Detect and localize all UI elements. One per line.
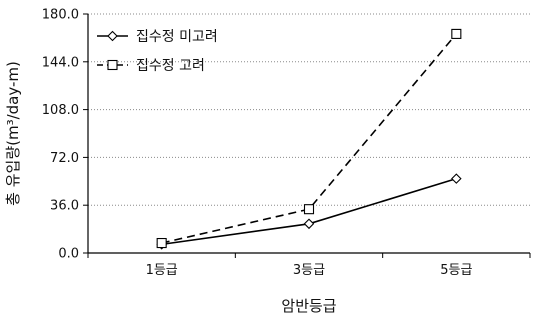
data-point-square: [107, 59, 118, 71]
data-point-diamond: [107, 30, 118, 42]
y-tick-label: 36.0: [50, 199, 79, 214]
x-tick-label: 5등급: [440, 263, 472, 278]
data-point-diamond: [303, 218, 315, 230]
legend-item: 집수정 고려: [97, 58, 205, 74]
data-point-square: [451, 28, 462, 39]
y-tick-label: 144.0: [42, 55, 79, 70]
x-tick-labels: 1등급 3등급 5등급: [146, 263, 473, 278]
y-axis-title: 총 유입량(m³/day-m): [4, 61, 22, 206]
legend-label: 집수정 미고려: [136, 29, 218, 45]
x-axis-title: 암반등급: [281, 297, 336, 315]
y-tick-label: 0.0: [58, 247, 79, 262]
y-tick-label: 180.0: [42, 8, 79, 23]
x-tick-label: 1등급: [146, 263, 178, 278]
data-point-square: [156, 237, 167, 249]
x-tick-label: 3등급: [293, 263, 325, 278]
data-point-diamond: [451, 173, 462, 184]
series-line: [161, 33, 457, 244]
axes: [83, 13, 531, 258]
series-2: [156, 28, 462, 249]
y-tick-labels: 0.0 36.0 72.0 108.0 144.0 180.0: [42, 8, 79, 262]
y-tick-label: 72.0: [50, 151, 79, 166]
y-tick-label: 108.0: [42, 103, 79, 118]
series-group: [156, 28, 462, 250]
data-point-square: [303, 204, 315, 215]
legend-item: 집수정 미고려: [97, 29, 218, 45]
legend-label: 집수정 고려: [136, 58, 205, 74]
